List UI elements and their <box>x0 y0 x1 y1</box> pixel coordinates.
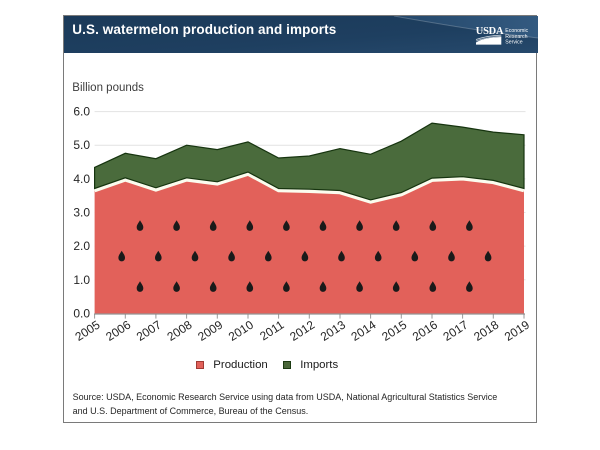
svg-text:2011: 2011 <box>257 317 287 343</box>
svg-text:2007: 2007 <box>134 317 164 343</box>
svg-text:2.0: 2.0 <box>73 239 90 253</box>
svg-text:Service: Service <box>505 39 522 45</box>
svg-text:Economic: Economic <box>505 28 528 34</box>
svg-text:2009: 2009 <box>195 317 225 343</box>
svg-text:4.0: 4.0 <box>73 172 90 186</box>
svg-text:2016: 2016 <box>410 317 440 343</box>
svg-text:2008: 2008 <box>165 317 195 343</box>
svg-text:2012: 2012 <box>287 317 317 343</box>
svg-text:Research: Research <box>505 34 527 40</box>
svg-text:2014: 2014 <box>349 317 379 343</box>
svg-text:2010: 2010 <box>226 317 256 343</box>
svg-text:2017: 2017 <box>441 317 471 343</box>
svg-text:2019: 2019 <box>502 317 532 343</box>
svg-text:3.0: 3.0 <box>73 206 90 220</box>
svg-text:2013: 2013 <box>318 317 348 343</box>
svg-text:5.0: 5.0 <box>73 138 90 152</box>
svg-text:6.0: 6.0 <box>73 105 90 119</box>
svg-text:2018: 2018 <box>471 317 501 343</box>
svg-text:0.0: 0.0 <box>73 306 90 320</box>
svg-text:2006: 2006 <box>103 317 133 343</box>
svg-text:USDA: USDA <box>476 26 504 37</box>
svg-text:2015: 2015 <box>379 317 409 343</box>
svg-text:1.0: 1.0 <box>73 273 90 287</box>
svg-text:2005: 2005 <box>73 317 103 343</box>
